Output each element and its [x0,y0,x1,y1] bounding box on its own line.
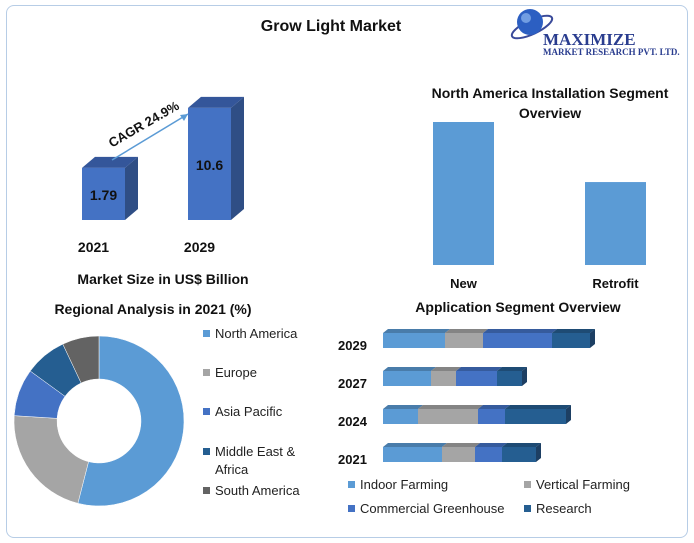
frame-border [6,5,688,538]
tick-label: 2021 [338,452,367,467]
bar-end [536,443,541,462]
segment-top [383,367,436,371]
segment-top [505,405,571,409]
segment-top [483,329,557,333]
segment-research [502,447,536,462]
tick-label: New [450,276,478,291]
segment-top [383,329,450,333]
tick-label: 2027 [338,376,367,391]
logo: MAXIMIZE MARKET RESEARCH PVT. LTD. [510,9,680,57]
legend-label: South America [215,483,300,498]
legend-swatch [203,487,210,494]
bar-2029 [188,107,231,220]
data-label: 1.79 [90,187,117,203]
segment-vertical-farming [442,447,475,462]
legend-label: North America [215,326,298,341]
bar-side [231,96,244,220]
segment-vertical-farming [445,333,483,348]
bar-New [433,122,494,265]
bar-top [188,96,244,108]
segment-top [497,367,527,371]
legend-label: Research [536,501,592,516]
data-label: 10.6 [196,157,223,173]
legend-label: Europe [215,365,257,380]
legend-label: Middle East & [215,444,296,459]
legend-label: Commercial Greenhouse [360,501,505,516]
globe-icon [517,9,543,35]
segment-top [431,367,461,371]
segment-top [478,405,510,409]
segment-commercial-greenhouse [475,447,502,462]
legend-swatch [203,330,210,337]
bar-end [590,329,595,348]
legend-swatch [203,448,210,455]
legend-swatch [348,481,355,488]
chart-title: Overview [519,105,581,121]
tick-label: 2021 [78,239,109,255]
bar-side [125,156,138,220]
segment-commercial-greenhouse [478,409,505,424]
segment-commercial-greenhouse [483,333,552,348]
segment-top [418,405,483,409]
segment-research [505,409,566,424]
segment-top [502,443,541,447]
main-title: Grow Light Market [261,18,402,35]
legend-swatch [524,481,531,488]
tick-label: 2024 [338,414,368,429]
segment-top [475,443,507,447]
segment-top [445,329,488,333]
legend-label: Asia Pacific [215,404,283,419]
bar-top [82,156,138,168]
legend-swatch [348,505,355,512]
arrow-head [180,114,188,121]
segment-indoor-farming [383,409,418,424]
segment-vertical-farming [431,371,456,386]
segment-vertical-farming [418,409,478,424]
segment-indoor-farming [383,333,445,348]
segment-research [552,333,590,348]
logo-text-1: MAXIMIZE [543,30,636,49]
legend-swatch [203,369,210,376]
chart-title: North America Installation Segment [432,85,669,101]
bar-2021 [82,167,125,220]
slice-europe [13,415,89,504]
legend-label: Vertical Farming [536,477,630,492]
chart-title: Regional Analysis in 2021 (%) [54,301,251,317]
slice-north-america [77,335,185,507]
tick-label: Retrofit [592,276,639,291]
legend-swatch [203,408,210,415]
bar-end [522,367,527,386]
legend-label: Indoor Farming [360,477,448,492]
axis-label: Market Size in US$ Billion [77,271,248,287]
segment-top [552,329,595,333]
legend-swatch [524,505,531,512]
segment-top [383,405,423,409]
segment-top [456,367,502,371]
logo-text-2: MARKET RESEARCH PVT. LTD. [543,47,680,57]
segment-indoor-farming [383,371,431,386]
segment-research [497,371,522,386]
segment-top [383,443,447,447]
cagr-arrow [111,113,189,161]
tick-label: 2029 [338,338,367,353]
tick-label: 2029 [184,239,215,255]
bar-Retrofit [585,182,646,265]
segment-indoor-farming [383,447,442,462]
segment-commercial-greenhouse [456,371,497,386]
chart-title: Application Segment Overview [415,299,620,315]
bar-end [566,405,571,424]
segment-top [442,443,480,447]
legend-label: Africa [215,462,249,477]
slice-south-america [62,335,100,384]
